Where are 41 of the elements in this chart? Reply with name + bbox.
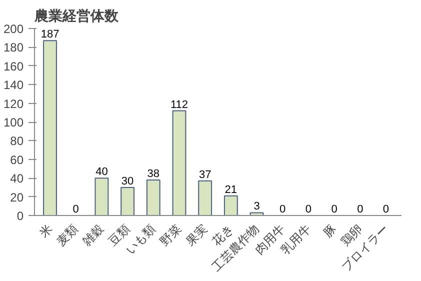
- y-tick-label: 80: [10, 134, 24, 148]
- data-label: 21: [224, 184, 238, 196]
- bar: [198, 180, 212, 216]
- bar: [120, 186, 135, 216]
- bar: [146, 179, 160, 216]
- x-tick-label: 果実: [183, 222, 210, 248]
- data-label: 0: [305, 204, 312, 216]
- bar: [250, 212, 264, 216]
- y-tick-label: 200: [3, 22, 24, 36]
- x-tick-label: 野菜: [157, 222, 184, 248]
- data-label: 3: [254, 200, 260, 213]
- x-tick-label: 豆類: [106, 222, 132, 248]
- data-label: 187: [40, 28, 60, 41]
- y-tick-label: 120: [3, 96, 24, 111]
- y-tick-label: 20: [10, 190, 24, 204]
- bar: [172, 110, 186, 216]
- x-tick-label: 豚: [320, 222, 340, 240]
- x-tick-label: 米: [36, 222, 55, 240]
- bar: [94, 178, 109, 216]
- data-label: 30: [121, 175, 134, 188]
- data-label: 0: [72, 204, 79, 216]
- y-tick-label: 180: [3, 40, 24, 55]
- y-tick-label: 140: [3, 78, 24, 92]
- data-label: 0: [357, 204, 364, 216]
- y-tick-label: 100: [3, 116, 24, 130]
- y-tick-label: 0: [16, 209, 24, 223]
- y-tick-label: 160: [3, 59, 24, 74]
- data-label: 0: [331, 204, 338, 216]
- y-tick-label: 60: [10, 152, 24, 167]
- data-label: 38: [147, 168, 160, 180]
- bar: [224, 195, 238, 216]
- data-label: 0: [280, 204, 286, 216]
- bar: [43, 40, 57, 216]
- data-label: 40: [96, 166, 108, 178]
- data-label: 0: [382, 204, 390, 216]
- chart-title: 農業経営体数: [34, 8, 120, 24]
- data-label: 112: [170, 98, 188, 111]
- data-label: 37: [198, 168, 212, 181]
- x-tick-label: 麦類: [54, 222, 81, 248]
- x-tick-label: 雑穀: [80, 222, 107, 248]
- y-tick-label: 40: [10, 172, 24, 186]
